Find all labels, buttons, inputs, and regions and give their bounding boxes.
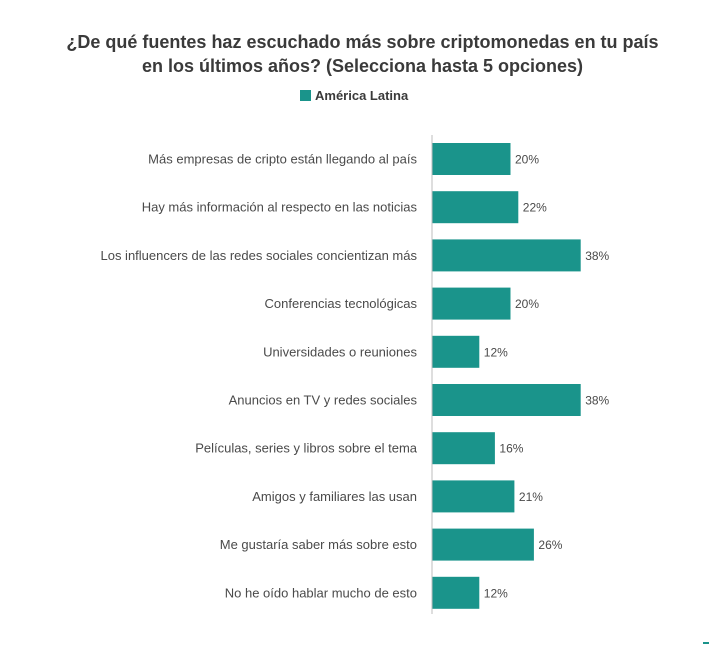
value-label-8: 21% [519,490,543,504]
bar-1 [432,143,511,175]
bar-3 [432,239,581,272]
bar-6 [432,384,581,416]
value-label-4: 20% [515,297,539,311]
category-label-10: No he oído hablar mucho de esto [225,585,417,600]
category-label-5: Universidades o reuniones [263,344,417,359]
bar-5 [432,335,480,368]
bar-10 [432,576,480,609]
chart-title-line-1: ¿De qué fuentes haz escuchado más sobre … [66,32,659,52]
value-label-2: 22% [523,201,547,215]
value-label-7: 16% [499,442,523,456]
category-label-7: Películas, series y libros sobre el tema [195,441,418,456]
category-label-6: Anuncios en TV y redes sociales [229,393,418,408]
bar-7 [432,432,495,465]
category-label-3: Los influencers de las redes sociales co… [100,248,417,263]
category-label-2: Hay más información al respecto en las n… [142,200,418,215]
category-label-8: Amigos y familiares las usan [252,489,417,504]
bar-9 [432,528,534,561]
bar-8 [432,480,515,513]
value-label-1: 20% [515,153,539,167]
category-label-9: Me gustaría saber más sobre esto [220,537,417,552]
chart-title-line-2: en los últimos años? (Selecciona hasta 5… [141,56,584,76]
value-label-3: 38% [585,249,609,263]
category-label-1: Más empresas de cripto están llegando al… [148,152,417,167]
corner-mark [703,642,709,644]
legend-label: América Latina [315,88,409,103]
chart-title: ¿De qué fuentes haz escuchado más sobre … [0,30,715,78]
value-label-5: 12% [484,345,508,359]
legend-swatch [300,90,311,101]
bar-4 [432,287,511,320]
value-label-6: 38% [585,394,609,408]
value-label-9: 26% [538,538,562,552]
bar-2 [432,191,519,224]
legend: América Latina [300,88,408,103]
category-label-4: Conferencias tecnológicas [265,296,418,311]
value-label-10: 12% [484,586,508,600]
